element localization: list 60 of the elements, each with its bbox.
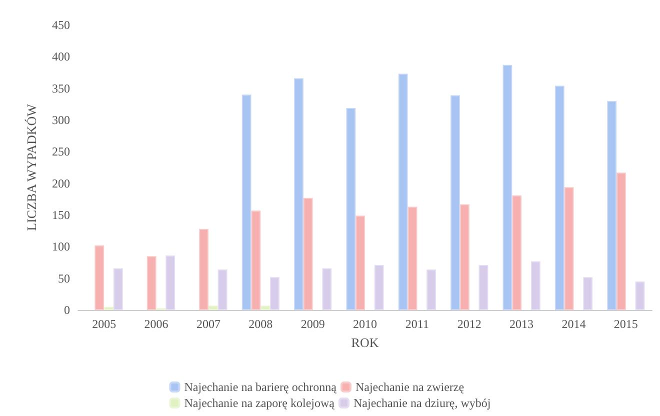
bar [616,172,626,310]
bar [242,94,252,310]
x-tick-label: 2005 [92,317,116,331]
y-tick-label: 350 [52,81,70,96]
x-tick-label: 2012 [457,317,482,331]
bar [94,245,104,310]
x-tick-label: 2009 [300,317,325,331]
bar [554,86,564,310]
bar [166,256,176,310]
legend-label: Najechanie na zaporę kolejową [184,396,336,410]
bar [635,282,645,310]
x-tick-label: 2013 [510,317,534,331]
bar [583,277,593,310]
bar [322,268,332,310]
bar [450,95,460,310]
bar [478,265,488,310]
bar [512,195,522,310]
bar [303,198,313,310]
y-tick-label: 400 [52,50,70,64]
y-axis-title: LICZBA WYPADKÓW [24,103,39,231]
x-axis-title: ROK [351,335,380,350]
bar [218,269,228,310]
bar [260,306,270,310]
bar [270,277,280,310]
y-tick-label: 150 [52,208,70,222]
y-tick-label: 200 [52,176,70,190]
x-tick-label: 2006 [144,317,168,331]
x-tick-label: 2008 [248,317,273,331]
x-tick-label: 2011 [405,317,429,331]
legend-label: Najechanie na dziurę, wybój [353,396,491,410]
bar [294,78,304,310]
bar [251,210,261,310]
bar [426,269,436,310]
bar [398,74,408,310]
bar [104,306,114,310]
bar [530,261,540,310]
y-tick-label: 0 [64,303,70,317]
x-tick-label: 2015 [614,317,638,331]
x-tick-label: 2014 [562,317,586,331]
x-tick-label: 2007 [196,317,220,331]
legend-label: Najechanie na zwierzę [355,380,464,394]
y-tick-label: 250 [52,144,70,159]
y-tick-label: 50 [58,271,70,286]
legend-label: Najechanie na barierę ochronną [184,380,338,394]
bar [113,268,123,310]
bar [502,64,512,310]
bar [356,216,365,310]
bar [208,306,218,310]
bar [408,206,418,310]
bar [374,265,384,310]
bar [564,187,574,310]
bar [607,101,617,310]
y-tick-label: 450 [52,18,70,32]
bar [146,256,156,310]
bar [346,108,356,310]
x-tick-label: 2010 [353,317,377,331]
y-tick-label: 300 [52,113,70,127]
bar [460,204,470,310]
y-tick-label: 100 [52,240,70,254]
bar [199,228,208,310]
